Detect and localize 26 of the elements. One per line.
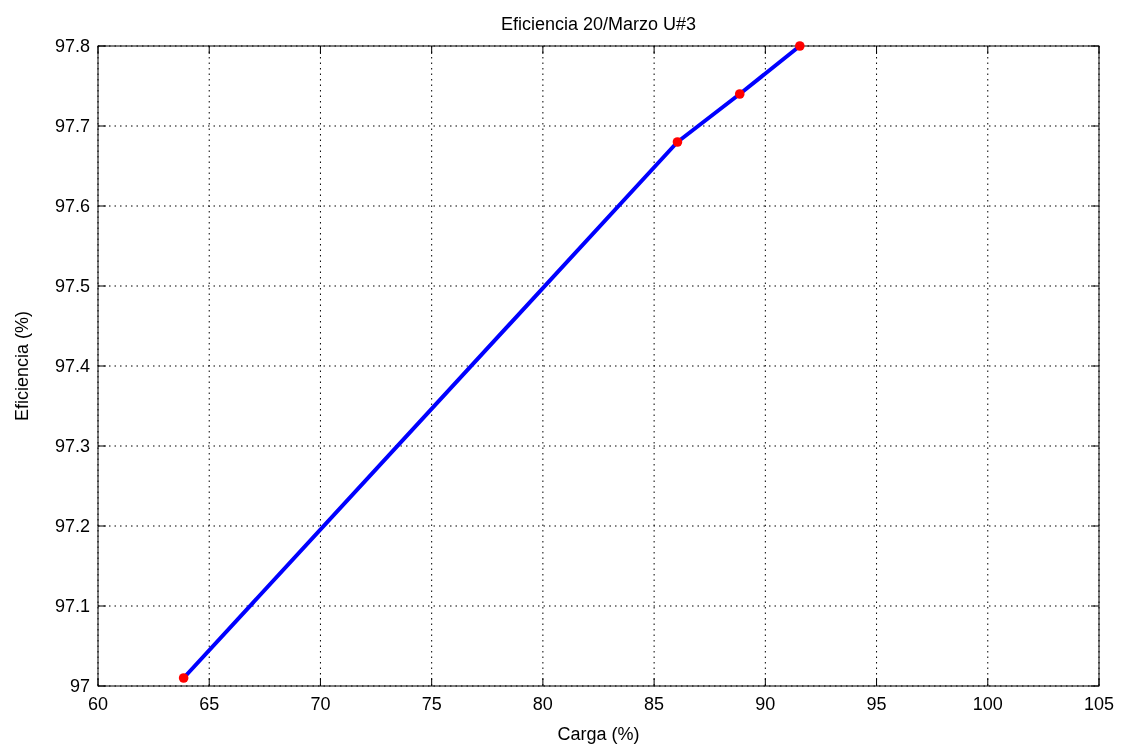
y-tick-label: 97.3: [54, 436, 90, 456]
x-tick-label: 70: [310, 694, 331, 714]
point: [734, 89, 745, 99]
point: [672, 137, 683, 147]
x-tick-label: 100: [972, 694, 1003, 714]
y-tick-label: 97.2: [54, 516, 90, 536]
y-tick-label: 97.1: [54, 596, 90, 616]
point: [178, 673, 189, 683]
y-tick-label: 97.6: [54, 196, 90, 216]
x-tick-label: 60: [87, 694, 109, 714]
y-tick-label: 97.8: [54, 36, 90, 56]
point: [795, 41, 805, 51]
x-tick-label: 75: [421, 694, 442, 714]
x-tick-label: 95: [866, 694, 887, 714]
chart-title: Eficiencia 20/Marzo U#3: [500, 14, 697, 34]
x-tick-label: 85: [644, 694, 665, 714]
x-axis-title: Carga (%): [557, 724, 640, 744]
x-tick-label: 90: [755, 694, 776, 714]
y-tick-label: 97: [69, 676, 90, 696]
y-tick-label: 97.7: [54, 116, 90, 136]
y-tick-label: 97.4: [54, 356, 90, 376]
y-axis-title: Eficiencia (%): [12, 310, 32, 422]
x-tick-label: 80: [532, 694, 553, 714]
x-tick-label: 65: [199, 694, 220, 714]
x-tick-label: 105: [1083, 694, 1115, 714]
y-tick-label: 97.5: [54, 276, 90, 296]
